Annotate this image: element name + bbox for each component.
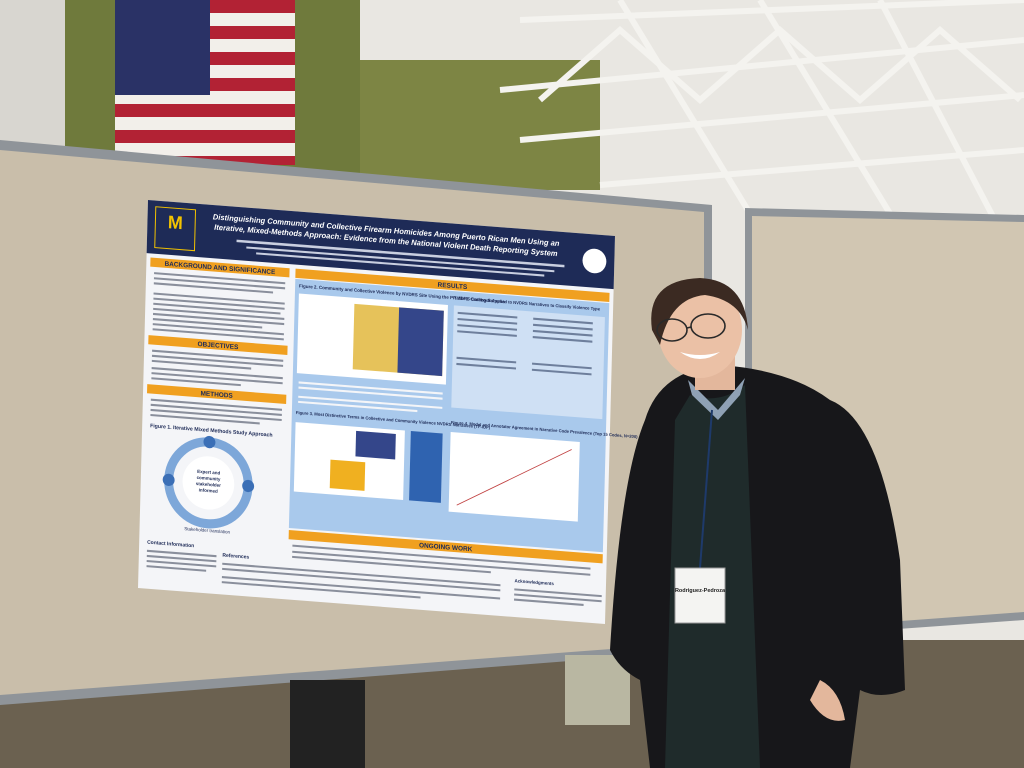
smile	[680, 352, 720, 359]
callout	[409, 431, 443, 503]
poster: M Distinguishing Community and Collectiv…	[138, 200, 638, 624]
hand	[810, 680, 845, 721]
body-text	[151, 349, 284, 387]
body-text	[298, 381, 443, 413]
badge-name: Rodriguez-Pedroza	[675, 588, 726, 594]
section-title: ONGOING WORK	[419, 542, 473, 553]
person: Rodriguez-Pedroza	[610, 278, 905, 768]
authors	[236, 239, 565, 277]
footer-heading: References	[222, 553, 249, 561]
table-text	[456, 311, 593, 376]
flag	[115, 0, 295, 165]
body-text	[292, 544, 591, 576]
section-bar	[150, 257, 290, 278]
section-bar	[147, 384, 287, 404]
cycle-node	[242, 479, 255, 493]
cycle-center	[182, 456, 235, 510]
collar	[688, 378, 745, 420]
figure-2-bars	[352, 303, 444, 377]
section-bar	[288, 530, 603, 564]
section-bar	[148, 335, 288, 355]
legs	[290, 680, 365, 768]
body-text	[146, 549, 217, 572]
body-text	[152, 272, 286, 341]
hair	[651, 278, 748, 345]
diagram-label: Expert and	[197, 469, 220, 476]
cycle-node	[203, 435, 216, 449]
section-title: METHODS	[200, 390, 233, 400]
section-bar	[295, 268, 610, 303]
section-title: RESULTS	[438, 282, 468, 291]
logo	[154, 206, 197, 252]
figure-3-bars	[329, 430, 396, 491]
diagram-label: community	[197, 475, 221, 482]
badge	[674, 567, 726, 624]
cycle-node	[162, 473, 175, 487]
diagram-label: Stakeholder translation	[184, 526, 230, 535]
body-text	[150, 398, 283, 425]
glasses	[656, 313, 726, 342]
diagram-label: stakeholder	[196, 481, 221, 488]
lanyard	[699, 409, 713, 569]
diagonal	[456, 449, 572, 506]
seal	[582, 248, 607, 274]
footer-heading: Contact Information	[147, 540, 194, 550]
column	[0, 0, 65, 150]
footer-heading: Acknowledgments	[514, 578, 554, 586]
section-title: OBJECTIVES	[197, 341, 239, 351]
body-text	[221, 562, 602, 606]
trusses	[499, 0, 1024, 232]
figure-4	[448, 432, 580, 522]
logo-mark: M	[168, 212, 183, 233]
diagram-label: informed	[199, 487, 218, 494]
legs	[565, 655, 630, 725]
